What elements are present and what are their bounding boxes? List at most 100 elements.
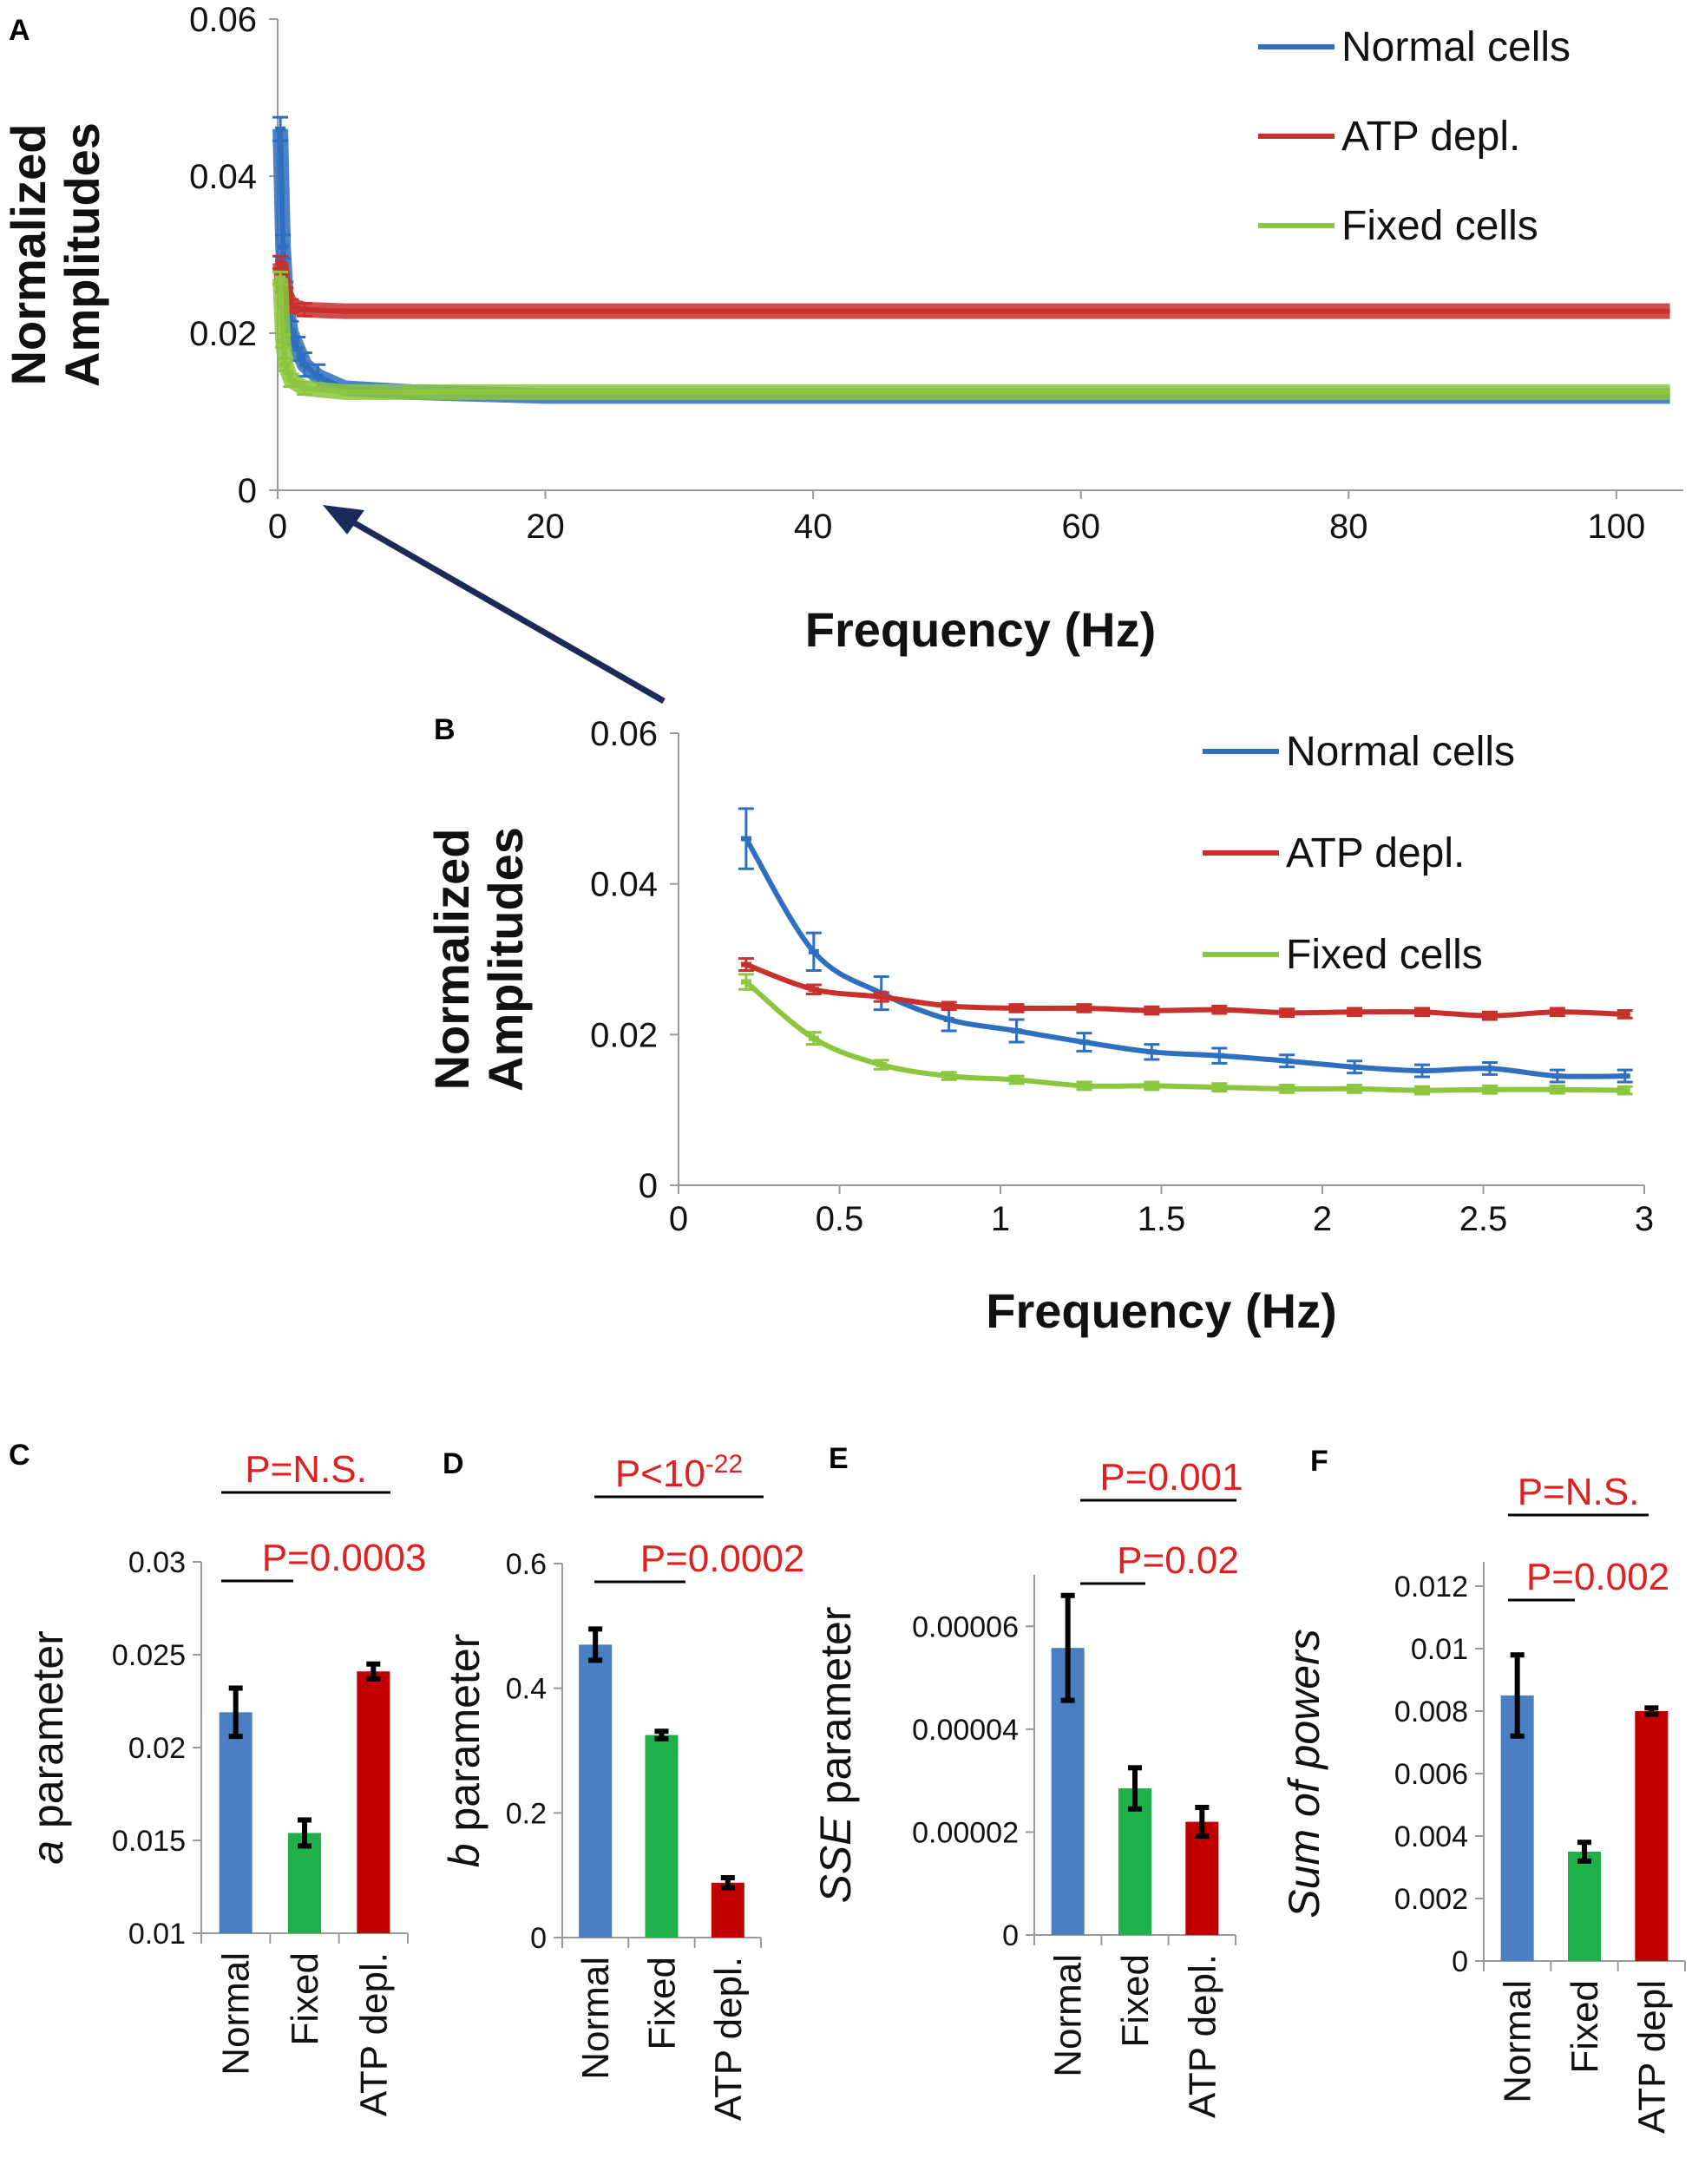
p-value-text: P=0.0002: [640, 1538, 805, 1580]
y-axis-title: NormalizedAmplitudes: [424, 827, 533, 1092]
panel-b-line-chart: 0 0.02 0.04 0.06 0 0.5 1 1.5 2 2.5 3 Frequency (Hz)…: [424, 715, 1654, 1338]
data-point: [1011, 1077, 1022, 1083]
y-tick-label: 0.025: [112, 1639, 186, 1672]
y-axis-title-line: Amplitudes: [478, 827, 533, 1092]
panel-label-c: C: [9, 1439, 30, 1472]
x-tick-label: 100: [1587, 508, 1645, 546]
x-axis-title: Frequency (Hz): [986, 1283, 1337, 1338]
error-bar: [1644, 1705, 1659, 1717]
data-point: [1011, 1027, 1022, 1033]
data-point: [740, 836, 751, 842]
p-value-label: P=0.002: [1526, 1556, 1669, 1598]
data-point: [1214, 1085, 1225, 1091]
category-label: ATP depl.: [1181, 1954, 1223, 2118]
series-band-atp-depl-: [272, 261, 1670, 319]
p-value-superscript: -22: [705, 1450, 743, 1479]
y-axis-title: a parameter: [23, 1630, 72, 1865]
y-tick-label: 0.00002: [912, 1816, 1019, 1849]
category-label: Normal: [1497, 1980, 1539, 2103]
data-point: [943, 1073, 954, 1079]
x-tick-label: 40: [794, 508, 833, 546]
y-axis-title-italic: a: [23, 1840, 72, 1865]
series-line-fixed-cells: [278, 278, 1670, 395]
data-point: [275, 259, 286, 266]
category-label: Fixed: [641, 1957, 684, 2050]
legend-entry-fixed-cells: Fixed cells: [1341, 203, 1538, 249]
y-axis-title: b parameter: [440, 1634, 489, 1868]
error-bar: [1128, 1765, 1142, 1812]
data-point: [275, 126, 286, 132]
data-point: [298, 385, 310, 391]
y-tick-label: 0.004: [1394, 1820, 1468, 1853]
y-tick-label: 0.02: [590, 1016, 658, 1054]
y-axis-title-rest: parameter: [811, 1607, 860, 1817]
x-tick-label: 1.5: [1138, 1200, 1186, 1238]
zoom-arrow: [323, 505, 666, 705]
data-point: [943, 1016, 954, 1022]
x-tick-label: 3: [1635, 1200, 1654, 1238]
p-value-text: P=0.001: [1099, 1456, 1243, 1499]
y-tick-label: 0.04: [590, 866, 658, 904]
data-point: [280, 362, 292, 368]
error-bar: [1195, 1804, 1210, 1840]
data-point: [1619, 1073, 1630, 1079]
p-value-label: P=N.S.: [1518, 1471, 1640, 1513]
data-point: [298, 362, 310, 368]
data-point: [1214, 1053, 1225, 1059]
panel-c-bar-chart: 0.01 0.015 0.02 0.025 0.03 Normal Fixed ATP dep…: [23, 1448, 426, 2116]
x-tick-label: 0: [669, 1200, 688, 1238]
data-point: [740, 979, 751, 985]
y-tick-label: 0.006: [1394, 1758, 1468, 1791]
legend-entry-atp-depl-: ATP depl.: [1286, 830, 1465, 876]
data-point: [1349, 1064, 1361, 1070]
y-tick-label: 0: [1452, 1945, 1468, 1978]
data-point: [1551, 1073, 1563, 1079]
data-point: [298, 306, 310, 312]
data-point: [1551, 1086, 1563, 1092]
category-label: ATP depl.: [707, 1957, 750, 2121]
data-point: [1349, 1009, 1361, 1015]
data-point: [1619, 1087, 1630, 1093]
x-tick-label: 80: [1329, 508, 1368, 546]
y-tick-label: 0.04: [189, 158, 257, 196]
y-tick-label: 0.01: [1411, 1633, 1468, 1666]
y-axis-title: SSE parameter: [811, 1607, 860, 1904]
p-value-text: P<10: [615, 1453, 705, 1495]
data-point: [1282, 1058, 1293, 1064]
p-value-label: P<10-22: [615, 1450, 743, 1495]
category-label: Normal: [215, 1952, 258, 2076]
error-bar: [366, 1661, 381, 1682]
y-tick-label: 0.00006: [912, 1610, 1019, 1643]
category-label: Normal: [574, 1957, 617, 2080]
y-tick-label: 0.03: [128, 1546, 186, 1579]
y-tick-label: 0.015: [112, 1825, 186, 1858]
data-point: [275, 275, 286, 281]
panel-label-d: D: [443, 1447, 464, 1480]
y-axis-title-italic: Sum of powers: [1280, 1629, 1328, 1918]
y-tick-label: 0.06: [590, 715, 658, 753]
p-value-text: P=N.S.: [245, 1448, 367, 1491]
panel-e-bar-chart: 0 0.00002 0.00004 0.00006 Normal Fixed ATP dep…: [811, 1456, 1243, 2118]
data-point: [292, 346, 304, 352]
y-axis-title: Sum of powers: [1280, 1629, 1328, 1918]
category-label: Fixed: [284, 1952, 326, 2046]
bar-fixed: [645, 1735, 679, 1938]
bar-fixed: [1568, 1852, 1601, 1961]
data-point: [876, 994, 887, 1000]
y-tick-label: 0.6: [506, 1548, 547, 1581]
y-axis-title-rest: parameter: [440, 1634, 489, 1844]
y-tick-label: 0.002: [1394, 1883, 1468, 1916]
data-point: [740, 961, 751, 967]
bar-normal: [1500, 1695, 1534, 1961]
y-tick-label: 0.2: [506, 1797, 547, 1830]
y-tick-label: 0: [1002, 1919, 1019, 1952]
panel-label-a: A: [9, 14, 30, 47]
p-value-label: P=0.0002: [640, 1538, 805, 1580]
data-point: [1146, 1049, 1158, 1055]
data-point: [1619, 1011, 1630, 1017]
y-tick-label: 0: [639, 1167, 658, 1205]
y-tick-label: 0.4: [506, 1673, 547, 1706]
x-axis-title: Frequency (Hz): [805, 602, 1157, 657]
bar-fixed: [1118, 1788, 1151, 1935]
